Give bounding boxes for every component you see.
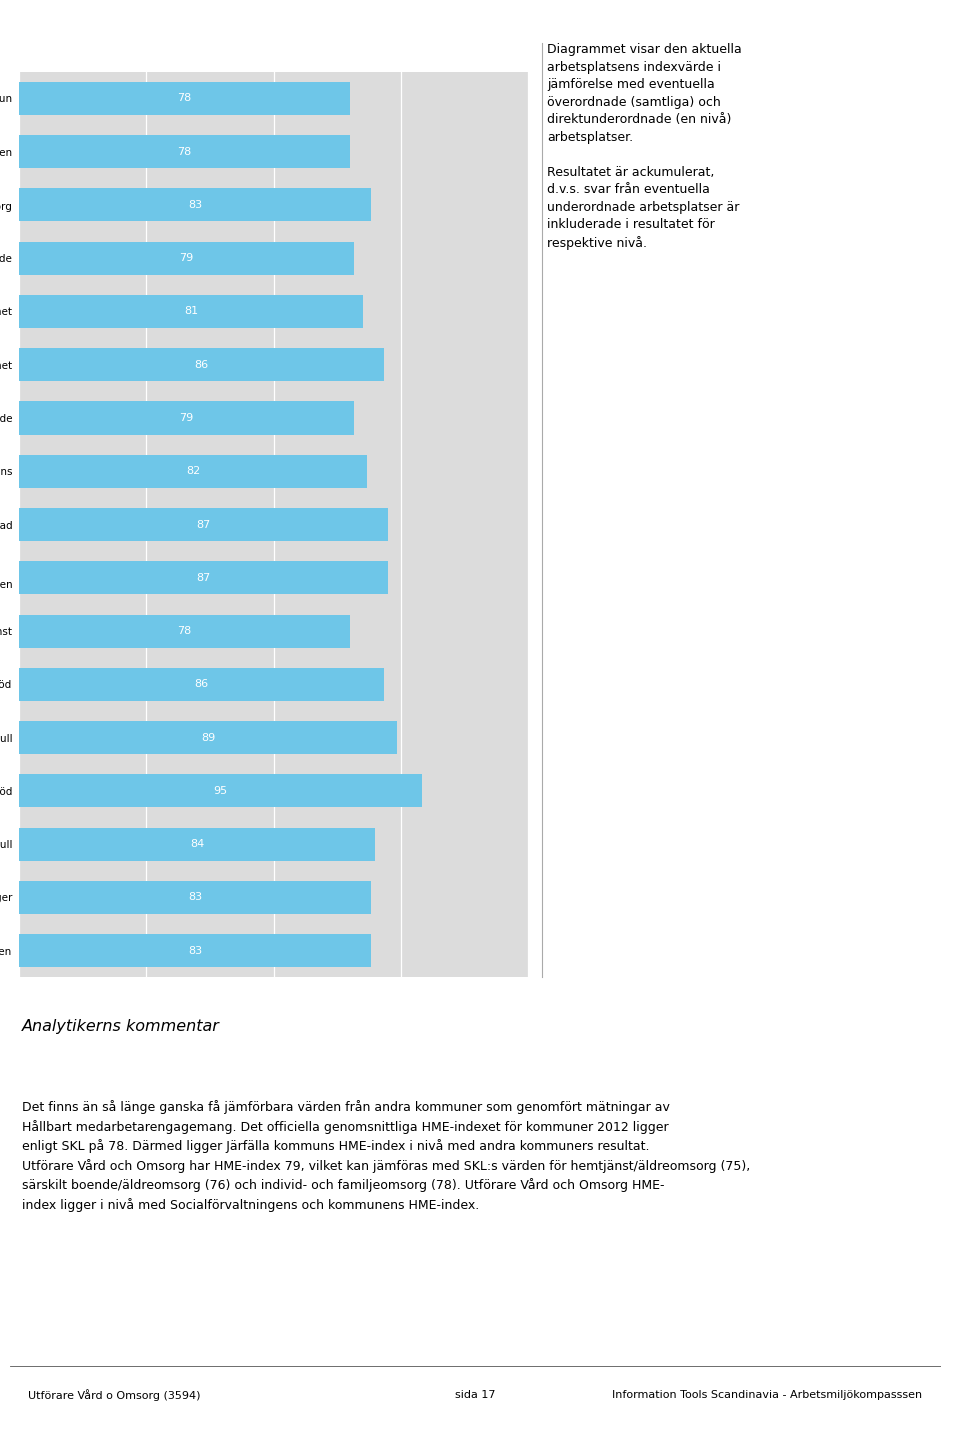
Bar [19, 135, 349, 168]
Bar [19, 934, 372, 967]
Bar [19, 241, 354, 274]
Bar [19, 188, 372, 221]
Bar [19, 82, 349, 115]
Text: Diagrammet visar den aktuella
arbetsplatsens indexvärde i
jämförelse med eventue: Diagrammet visar den aktuella arbetsplat… [547, 43, 742, 250]
Text: 81: 81 [184, 306, 198, 316]
Bar [19, 401, 354, 434]
Bar [19, 348, 384, 381]
Bar [19, 881, 372, 914]
Bar [19, 454, 367, 487]
Bar [19, 668, 384, 701]
Bar [19, 721, 396, 754]
Bar [19, 615, 349, 648]
Text: 82: 82 [186, 466, 201, 476]
Text: Det finns än så länge ganska få jämförbara värden från andra kommuner som genomf: Det finns än så länge ganska få jämförba… [22, 1101, 750, 1211]
Bar [19, 295, 363, 328]
Text: 84: 84 [190, 839, 204, 849]
Text: sida 17: sida 17 [455, 1391, 495, 1401]
Text: 83: 83 [188, 946, 203, 956]
Text: 86: 86 [195, 359, 208, 369]
Text: 79: 79 [180, 253, 194, 263]
Text: 87: 87 [197, 573, 211, 583]
Text: 78: 78 [178, 93, 192, 103]
Text: 95: 95 [213, 786, 228, 796]
Text: 83: 83 [188, 892, 203, 902]
Text: Utförare Vård o Omsorg (3594): Utförare Vård o Omsorg (3594) [28, 1390, 201, 1401]
Text: 79: 79 [180, 412, 194, 422]
Text: 78: 78 [178, 147, 192, 157]
Text: 89: 89 [201, 733, 215, 743]
Bar [19, 509, 388, 540]
Bar [19, 828, 375, 861]
Text: Information Tools Scandinavia - Arbetsmiljökompasssen: Information Tools Scandinavia - Arbetsmi… [612, 1391, 923, 1401]
Text: 78: 78 [178, 627, 192, 637]
Text: 87: 87 [197, 520, 211, 529]
Text: 83: 83 [188, 200, 203, 210]
Bar [19, 775, 422, 808]
Text: Analytikerns kommentar: Analytikerns kommentar [22, 1019, 220, 1035]
Bar [19, 562, 388, 595]
Text: 86: 86 [195, 680, 208, 690]
